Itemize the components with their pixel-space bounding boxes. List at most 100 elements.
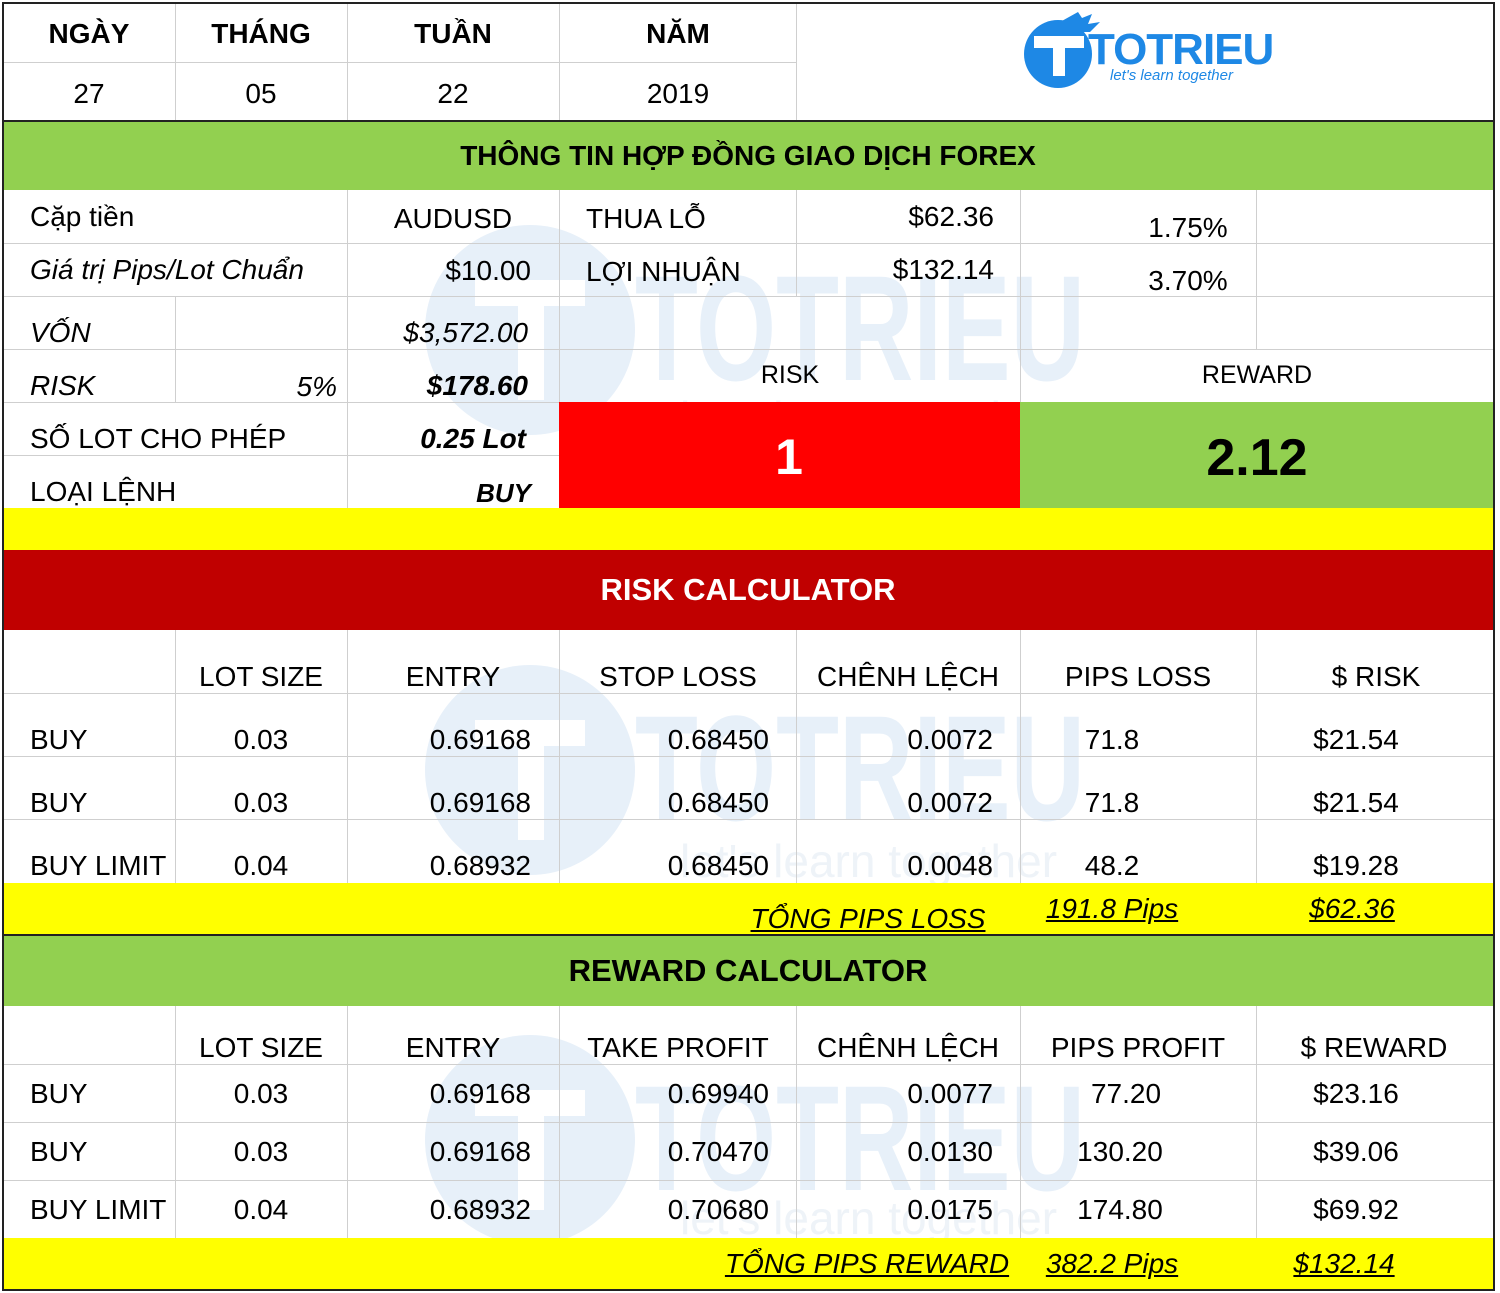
reward-row-3-lot[interactable]: 0.04 [233,1194,289,1225]
risk-row-1-diff: 0.0072 [907,724,993,755]
risk-row-2-stoploss[interactable]: 0.68450 [667,787,769,818]
brand-logo-tagline: let's learn together [1110,67,1233,84]
value-week: 22 [437,78,469,109]
risk-amount: $178.60 [426,370,528,401]
risk-row-1-type: BUY [30,724,88,755]
risk-row-1-pips: 71.8 [1084,724,1140,755]
reward-row-1-lot[interactable]: 0.03 [233,1078,289,1109]
risk-row-3-stoploss[interactable]: 0.68450 [667,850,769,881]
risk-row-3-entry[interactable]: 0.68932 [429,850,531,881]
risk-row-2-amount: $21.54 [1313,787,1399,818]
reward-total-amount: $132.14 [1293,1248,1395,1279]
reward-row-1-diff: 0.0077 [907,1078,993,1109]
reward-row-1-entry[interactable]: 0.69168 [429,1078,531,1109]
reward-row-3-diff: 0.0175 [907,1194,993,1225]
brand-logo-name: TOTRIEU [1088,25,1274,74]
risk-row-2-type: BUY [30,787,88,818]
reward-row-1-amount: $23.16 [1313,1078,1399,1109]
capital-value[interactable]: $3,572.00 [403,317,528,348]
header-day: NGÀY [48,18,130,49]
profit-value: $132.14 [892,254,994,285]
allowed-lot-label: SỐ LOT CHO PHÉP [30,423,287,454]
rr-risk-box [559,402,1020,508]
reward-header-entry: ENTRY [405,1032,501,1063]
risk-header-entry: ENTRY [405,661,501,692]
rr-risk-label: RISK [760,361,820,389]
header-month: THÁNG [211,18,311,49]
risk-row-2-entry[interactable]: 0.69168 [429,787,531,818]
risk-calc-title-band [3,550,1494,630]
reward-calc-title: REWARD CALCULATOR [568,953,928,988]
svg-text:TOTRIEU: TOTRIEU [635,684,1085,852]
header-year: NĂM [646,18,710,49]
loss-label: THUA LỖ [586,203,706,234]
risk-row-3-diff: 0.0048 [907,850,993,881]
reward-row-2-entry[interactable]: 0.69168 [429,1136,531,1167]
reward-row-2-lot[interactable]: 0.03 [233,1136,289,1167]
reward-row-3-pips: 174.80 [1077,1194,1163,1225]
reward-header-pips: PIPS PROFIT [1050,1032,1226,1063]
yellow-separator [3,508,1494,550]
reward-total-band [3,1238,1494,1290]
header-week: TUẦN [414,18,492,49]
reward-row-2-takeprofit[interactable]: 0.70470 [667,1136,769,1167]
loss-percent: 1.75% [1148,212,1228,243]
reward-row-2-pips: 130.20 [1077,1136,1163,1167]
pip-value-label: Giá trị Pips/Lot Chuẩn [30,254,304,285]
order-type-value[interactable]: BUY [476,478,531,508]
risk-row-1-stoploss[interactable]: 0.68450 [667,724,769,755]
pair-label: Cặp tiền [30,201,135,232]
reward-row-3-type: BUY LIMIT [30,1194,167,1225]
risk-header-diff: CHÊNH LỆCH [816,661,1000,692]
rr-risk-value: 1 [775,429,803,485]
risk-total-amount: $62.36 [1309,893,1395,924]
reward-header-lot: LOT SIZE [199,1032,323,1063]
reward-header-diff: CHÊNH LỆCH [816,1032,1000,1063]
risk-row-2-diff: 0.0072 [907,787,993,818]
profit-percent: 3.70% [1148,265,1228,296]
capital-label: VỐN [30,317,91,348]
pair-value[interactable]: AUDUSD [393,203,513,234]
contract-title-band [3,121,1494,190]
reward-row-3-entry[interactable]: 0.68932 [429,1194,531,1225]
loss-value: $62.36 [908,201,994,232]
reward-header-amount: $ REWARD [1300,1032,1448,1063]
risk-calc-title: RISK CALCULATOR [600,572,896,607]
reward-calc-title-band [3,936,1494,1006]
risk-total-label: TỔNG PIPS LOSS [750,903,986,934]
risk-header-lot: LOT SIZE [199,661,323,692]
risk-row-3-amount: $19.28 [1313,850,1399,881]
reward-row-3-takeprofit[interactable]: 0.70680 [667,1194,769,1225]
risk-total-pips: 191.8 Pips [1045,893,1179,924]
profit-label: LỢI NHUẬN [586,256,741,287]
rr-reward-label: REWARD [1201,361,1313,389]
risk-header-amount: $ RISK [1331,661,1421,692]
reward-row-1-pips: 77.20 [1090,1078,1162,1109]
reward-row-2-type: BUY [30,1136,88,1167]
risk-row-1-lot[interactable]: 0.03 [233,724,289,755]
pip-value[interactable]: $10.00 [445,255,531,286]
value-year: 2019 [646,78,710,109]
rr-reward-value: 2.12 [1206,429,1308,487]
order-type-label: LOẠI LỆNH [30,476,177,507]
reward-row-2-diff: 0.0130 [907,1136,993,1167]
risk-row-3-pips: 48.2 [1084,850,1140,881]
reward-row-1-takeprofit[interactable]: 0.69940 [667,1078,769,1109]
risk-row-3-lot[interactable]: 0.04 [233,850,289,881]
value-day: 27 [73,78,105,109]
rr-reward-box [1020,402,1494,508]
risk-row-1-amount: $21.54 [1313,724,1399,755]
risk-row-2-lot[interactable]: 0.03 [233,787,289,818]
risk-row-2-pips: 71.8 [1084,787,1140,818]
reward-row-3-amount: $69.92 [1313,1194,1399,1225]
risk-percent[interactable]: 5% [296,371,337,402]
reward-row-2-amount: $39.06 [1313,1136,1399,1167]
contract-title: THÔNG TIN HỢP ĐỒNG GIAO DỊCH FOREX [460,140,1036,171]
risk-header-pips: PIPS LOSS [1064,661,1212,692]
risk-header-stoploss: STOP LOSS [599,661,757,692]
risk-row-1-entry[interactable]: 0.69168 [429,724,531,755]
reward-total-pips: 382.2 Pips [1045,1248,1179,1279]
reward-total-label: TỔNG PIPS REWARD [724,1248,1010,1279]
risk-row-3-type: BUY LIMIT [30,850,167,881]
reward-header-takeprofit: TAKE PROFIT [587,1032,769,1063]
